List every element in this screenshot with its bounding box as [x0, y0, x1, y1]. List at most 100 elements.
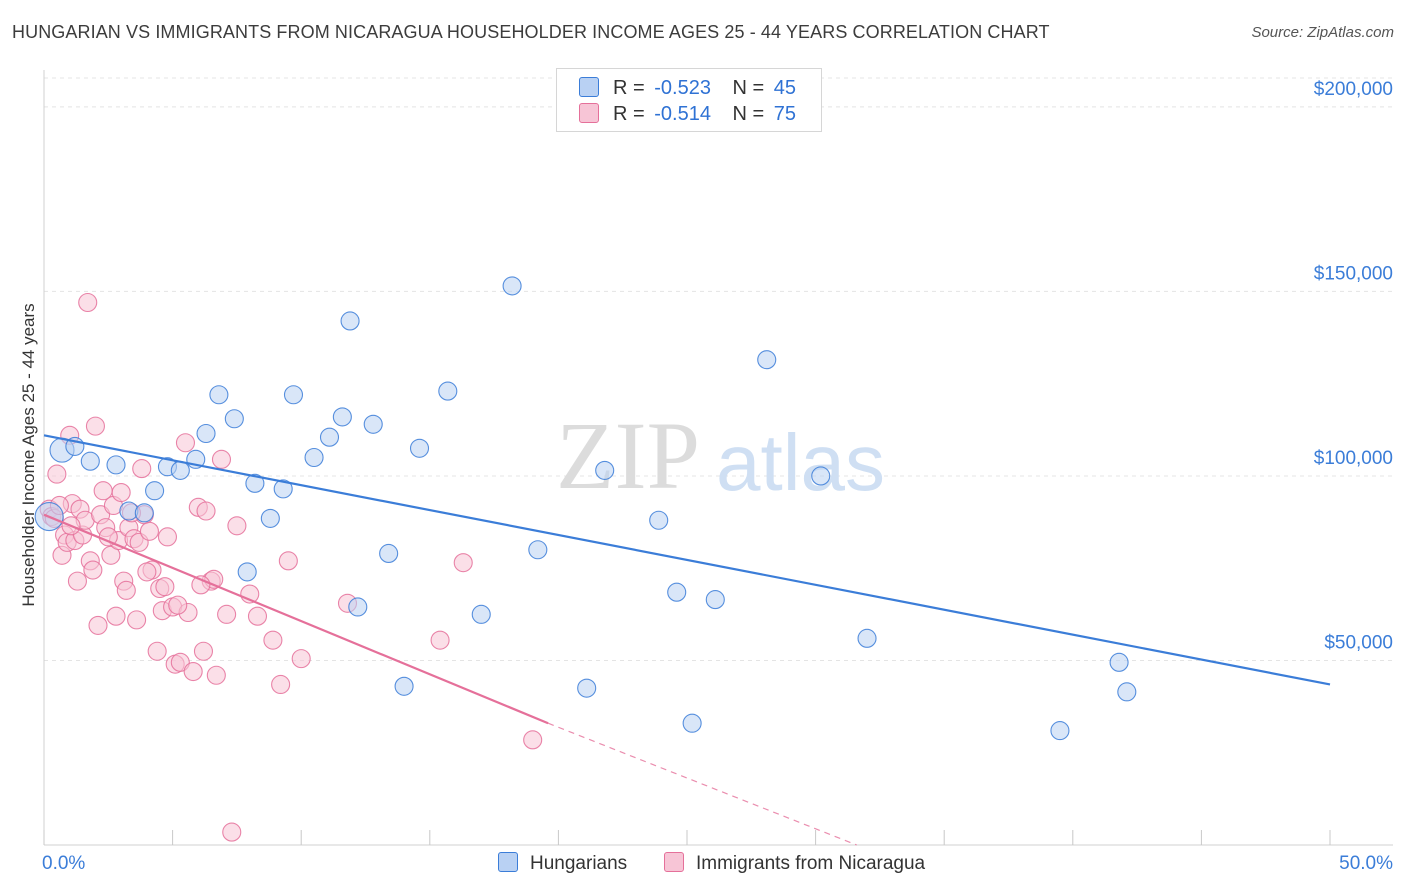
nicaragua-point	[453, 553, 473, 573]
nicaragua-point	[101, 545, 121, 565]
x-ticks: 0.0% 50.0%	[42, 830, 1393, 874]
hungarian-point	[1109, 652, 1129, 672]
hungarian-point	[705, 590, 725, 610]
hungarian-point	[224, 409, 244, 429]
hungarian-point	[340, 311, 360, 331]
legend-row-nicaragua: R = -0.514 N = 75	[579, 103, 796, 126]
nicaragua-point	[523, 730, 543, 750]
x-tick-label-min: 0.0%	[42, 853, 85, 874]
series-nicaragua-points	[39, 292, 543, 842]
y-axis-label: Householder Income Ages 25 - 44 years	[19, 303, 38, 606]
hungarian-point	[438, 381, 458, 401]
nicaragua-point	[132, 459, 152, 479]
nicaragua-point	[211, 449, 232, 469]
nicaragua-point	[83, 560, 103, 580]
legend-r-label: R =	[613, 77, 645, 99]
nicaragua-point	[111, 483, 131, 503]
legend-swatch-blue	[579, 77, 599, 97]
hungarian-point	[273, 479, 293, 499]
series-name: Hungarians	[530, 853, 628, 874]
nicaragua-point	[47, 464, 67, 484]
hungarian-point	[304, 447, 324, 468]
nicaragua-trend-line	[43, 513, 549, 725]
legend-swatch-pink	[579, 103, 599, 123]
hungarian-point	[577, 678, 597, 698]
watermark-atlas: atlas	[716, 418, 885, 507]
nicaragua-point	[168, 595, 188, 615]
series-legend-hungarians: Hungarians	[498, 852, 627, 875]
x-tick-label-max: 50.0%	[1339, 853, 1393, 874]
hungarian-point	[245, 473, 265, 493]
hungarian-point	[682, 713, 702, 733]
hungarian-point	[667, 582, 687, 602]
hungarian-point	[260, 508, 280, 528]
nicaragua-point	[85, 416, 105, 436]
nicaragua-point	[291, 649, 311, 669]
hungarian-point	[145, 481, 165, 501]
nicaragua-point	[227, 516, 247, 536]
hungarian-point	[811, 466, 831, 486]
hungarian-point	[394, 676, 414, 696]
nicaragua-point	[183, 661, 203, 682]
hungarian-point	[283, 385, 304, 405]
nicaragua-point	[157, 527, 178, 547]
series-legend-nicaragua: Immigrants from Nicaragua	[664, 852, 925, 875]
series-swatch-blue	[498, 852, 518, 872]
y-tick-label: $200,000	[1314, 79, 1393, 100]
hungarian-point	[379, 543, 399, 564]
series-legend: Hungarians Immigrants from Nicaragua	[0, 852, 1406, 878]
y-tick-label: $150,000	[1314, 263, 1393, 284]
nicaragua-point	[67, 571, 87, 591]
nicaragua-point	[263, 630, 283, 650]
legend-row-hungarians: R = -0.523 N = 45	[579, 77, 796, 100]
nicaragua-point	[175, 433, 196, 453]
hungarian-point	[80, 451, 100, 471]
hungarian-point	[1117, 682, 1137, 702]
hungarian-point	[319, 427, 340, 447]
legend-r-label: R =	[613, 103, 645, 125]
watermark-zip: ZIP	[556, 402, 700, 509]
hungarian-point	[134, 503, 154, 523]
nicaragua-point	[116, 580, 136, 600]
nicaragua-point	[127, 610, 147, 630]
legend-r-value: -0.514	[654, 103, 711, 125]
series-swatch-pink	[664, 852, 684, 872]
hungarian-point	[857, 628, 877, 648]
nicaragua-point	[247, 606, 268, 626]
hungarian-point	[209, 385, 229, 405]
y-tick-labels: $50,000 $100,000 $150,000 $200,000	[1314, 79, 1393, 654]
correlation-legend: R = -0.523 N = 45 R = -0.514 N = 75	[556, 68, 822, 132]
hungarian-point	[170, 460, 190, 480]
nicaragua-point	[93, 481, 113, 501]
legend-n-value: 45	[773, 77, 797, 99]
trend-lines	[43, 434, 1331, 846]
nicaragua-point	[137, 562, 157, 582]
source-credit: Source: ZipAtlas.com	[1251, 24, 1394, 41]
hungarian-point	[528, 540, 548, 560]
y-tick-label: $100,000	[1314, 448, 1393, 469]
hungarian-point	[1050, 721, 1070, 741]
legend-n-value: 75	[773, 103, 797, 125]
nicaragua-point	[139, 521, 160, 541]
nicaragua-point	[217, 604, 237, 624]
hungarian-point	[348, 597, 368, 617]
nicaragua-point	[155, 577, 175, 597]
nicaragua-point	[430, 630, 450, 650]
hungarian-point	[649, 510, 669, 530]
hungarian-point	[471, 604, 491, 624]
nicaragua-trend-extension	[547, 722, 857, 846]
hungarian-point	[196, 423, 216, 444]
legend-n-label: N =	[732, 103, 765, 125]
hungarian-point	[595, 460, 615, 480]
nicaragua-point	[147, 641, 167, 661]
hungarian-point	[237, 562, 257, 582]
series-name: Immigrants from Nicaragua	[696, 853, 926, 874]
hungarian-point	[363, 414, 383, 434]
nicaragua-point	[170, 652, 190, 672]
nicaragua-point	[196, 501, 216, 521]
hungarian-point	[757, 350, 777, 370]
hungarian-trend-line	[43, 434, 1331, 686]
hungarian-point	[332, 407, 352, 427]
nicaragua-point	[78, 292, 98, 313]
